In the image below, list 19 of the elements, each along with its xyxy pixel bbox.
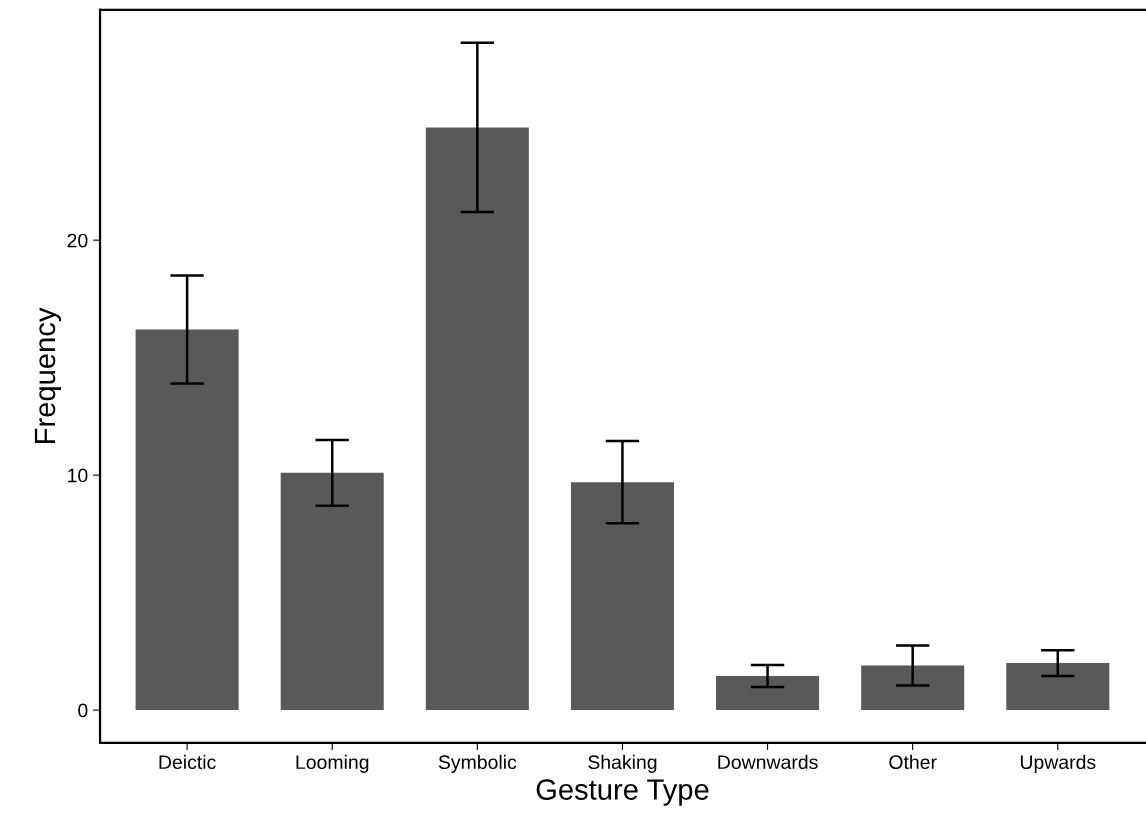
bar (135, 329, 239, 711)
x-tick-label: Downwards (718, 754, 818, 770)
bar (425, 127, 529, 711)
bar (861, 665, 965, 711)
y-axis-title: Frequency (34, 307, 62, 443)
y-tick-label: 20 (67, 233, 88, 248)
x-tick-label: Shaking (588, 754, 657, 773)
bar (1006, 663, 1110, 711)
y-tick-label: 10 (68, 468, 88, 483)
x-tick-label: Symbolic (438, 754, 517, 773)
x-tick-label: Deictic (159, 754, 216, 770)
x-tick-label: Upwards (1020, 754, 1096, 773)
y-tick-label: 0 (78, 703, 88, 718)
bar (280, 472, 384, 711)
x-tick-label: Looming (296, 754, 369, 773)
x-tick-label: Other (889, 754, 937, 770)
bar (570, 482, 674, 711)
x-axis-title: Gesture Type (536, 779, 709, 806)
bar (716, 676, 820, 711)
